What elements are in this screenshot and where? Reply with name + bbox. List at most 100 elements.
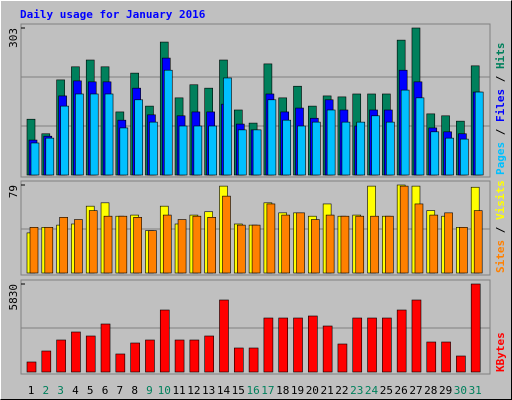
bar [204,335,214,373]
bar [352,317,363,373]
bar [386,121,395,176]
x-tick-label: 31 [469,384,482,397]
bar [356,121,366,176]
bar [100,323,111,373]
bar [399,185,409,274]
bar [430,131,440,176]
bar [474,91,484,176]
bar [208,125,217,176]
bar [149,121,158,176]
bar [252,129,262,176]
x-tick-label: 4 [72,384,79,397]
bar [29,227,39,274]
bar [371,115,380,176]
bar [456,355,466,373]
bar [115,353,126,373]
x-tick-label: 18 [276,384,289,397]
bar [148,230,157,274]
bar [104,93,114,176]
legend-entry: Sites [494,240,507,273]
bar [460,138,469,176]
bar [75,93,84,176]
bar [296,212,305,274]
bar [26,361,37,373]
bar [159,309,170,373]
bar [119,127,129,176]
bar [411,299,422,373]
legend: KBytes [494,332,507,372]
x-tick-label: 22 [335,384,348,397]
bar [223,77,232,176]
bar [248,347,259,373]
bar [219,299,229,373]
bar [312,121,321,176]
bar [370,215,379,274]
x-tick-label: 6 [102,384,109,397]
bar [41,350,52,373]
bar [282,119,292,176]
bar [30,142,40,176]
bar [44,227,54,274]
bar [281,214,291,274]
bar [326,109,336,176]
legend-separator: / [494,69,507,89]
bar [192,215,202,274]
bar [89,93,99,176]
legend-entry: Files [494,89,507,122]
y-tick-label: 303 [7,28,20,48]
x-tick-label: 21 [321,384,334,397]
x-tick-label: 9 [146,384,153,397]
chart-title: Daily usage for January 2016 [20,8,206,21]
legend-entry: Hits [494,43,507,70]
bar [162,214,172,274]
x-tick-label: 25 [380,384,393,397]
bar [266,203,276,274]
x-tick-label: 17 [261,384,274,397]
x-tick-label: 12 [187,384,200,397]
bar [236,224,246,274]
bar [297,125,306,176]
bar [88,210,98,274]
bar [130,342,140,373]
legend: Pages / Files / Hits [494,43,507,176]
x-tick-label: 15 [232,384,245,397]
bar [341,121,351,176]
bar [237,129,247,176]
x-tick-label: 1 [28,384,35,397]
bar [251,224,261,274]
bar [426,341,437,373]
bar [233,347,244,373]
bar [441,341,451,373]
bar [189,339,200,373]
bar [322,325,333,373]
x-tick-label: 29 [439,384,452,397]
bar [445,137,454,176]
x-tick-label: 13 [202,384,215,397]
x-tick-label: 26 [395,384,408,397]
bar [60,105,69,176]
bar [293,317,303,373]
bar [340,215,350,274]
legend-separator: / [494,122,507,142]
x-tick-label: 2 [42,384,49,397]
x-tick-label: 10 [158,384,171,397]
x-tick-label: 19 [291,384,304,397]
bar [174,339,185,373]
x-tick-label: 5 [87,384,94,397]
bar [311,219,320,274]
bar [222,195,231,274]
legend-entry: Visits [494,180,507,220]
x-tick-label: 24 [365,384,379,397]
bar [415,97,425,176]
bar [163,69,173,176]
bar [444,212,453,274]
bar [134,99,143,176]
bar [45,137,55,176]
bar [325,214,335,274]
legend-separator: / [494,220,507,240]
bar [382,317,392,373]
bar [133,217,142,274]
